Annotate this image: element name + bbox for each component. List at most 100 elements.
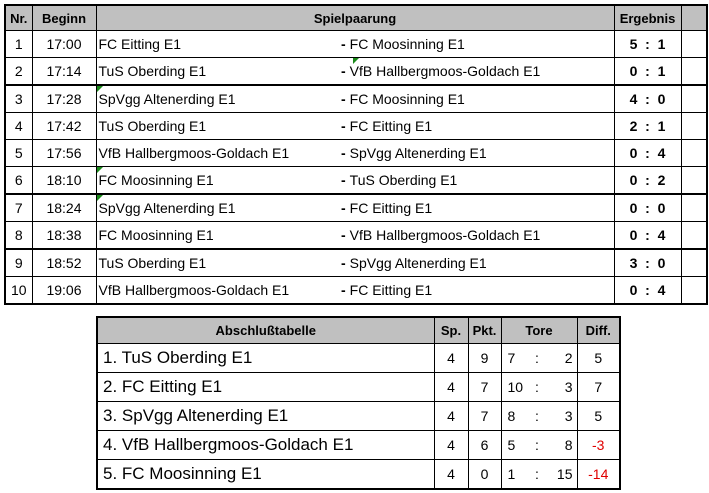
home-team-name: TuS Oberding E1 <box>98 63 207 79</box>
standings-row: 1. TuS Oberding E1 4 9 7:2 5 <box>96 343 621 373</box>
match-time: 19:06 <box>31 276 97 305</box>
standings-table: Abschlußtabelle Sp. Pkt. Tore Diff. 1. T… <box>96 316 621 490</box>
away-team-name: VfB Hallbergmoos-Goldach E1 <box>349 63 541 79</box>
match-schedule-table: Nr. Beginn Spielpaarung Ergebnis 1 17:00 F… <box>4 4 709 305</box>
match-result: 0:4 <box>613 221 682 250</box>
home-team: TuS Oberding E1 <box>95 57 341 86</box>
away-goals: 4 <box>657 282 666 298</box>
away-goals: 1 <box>657 36 666 52</box>
goal-difference: -3 <box>576 430 621 460</box>
home-goals: 0 <box>629 145 638 161</box>
home-team-name: TuS Oberding E1 <box>98 118 207 134</box>
blank-cell <box>680 166 708 195</box>
games-played: 4 <box>433 343 469 373</box>
points: 7 <box>467 372 502 402</box>
match-result: 0:1 <box>613 57 682 86</box>
match-nr: 6 <box>4 166 33 195</box>
away-goals: 4 <box>657 227 666 243</box>
goals-against: 8 <box>545 430 578 460</box>
home-team: FC Eitting E1 <box>95 30 341 58</box>
header-diff: Diff. <box>576 316 621 344</box>
dash: - <box>341 255 346 271</box>
header-row: Abschlußtabelle Sp. Pkt. Tore Diff. <box>96 316 621 344</box>
dash: - <box>341 227 346 243</box>
dash: - <box>341 91 346 107</box>
away-goals: 4 <box>657 145 666 161</box>
goal-difference: 5 <box>576 343 621 373</box>
separator: : <box>645 200 650 216</box>
team-name: 1. TuS Oberding E1 <box>96 343 435 373</box>
goals-separator: : <box>529 459 545 490</box>
dash: - <box>341 36 346 52</box>
away-team-name: SpVgg Altenerding E1 <box>349 255 487 271</box>
header-ergebnis: Ergebnis <box>613 4 682 31</box>
away-team-name: FC Moosinning E1 <box>349 36 465 52</box>
away-team: - TuS Oberding E1 <box>341 166 615 195</box>
home-goals: 4 <box>629 91 638 107</box>
blank-cell <box>680 139 708 167</box>
games-played: 4 <box>433 372 469 402</box>
match-result: 2:1 <box>613 112 682 140</box>
goals-for: 7 <box>500 343 529 373</box>
match-row: 3 17:28 SpVgg Altenerding E1 - FC Moosinning… <box>4 84 708 113</box>
away-team: - FC Moosinning E1 <box>341 84 615 113</box>
home-team-name: FC Eitting E1 <box>98 36 181 52</box>
separator: : <box>645 227 650 243</box>
goals-for: 5 <box>500 430 529 460</box>
separator: : <box>645 91 650 107</box>
home-team: FC Moosinning E1 <box>95 221 341 250</box>
away-team-name: VfB Hallbergmoos-Goldach E1 <box>349 227 541 243</box>
home-goals: 0 <box>629 227 638 243</box>
match-row: 4 17:42 TuS Oberding E1- FC Eitting E1 2:1 <box>4 112 708 140</box>
home-team-name: VfB Hallbergmoos-Goldach E1 <box>98 145 290 161</box>
match-time: 17:14 <box>31 57 97 86</box>
points: 9 <box>467 343 502 373</box>
dash: - <box>341 172 346 188</box>
away-team: - SpVgg Altenerding E1 <box>341 248 615 277</box>
match-nr: 1 <box>4 30 33 58</box>
match-result: 0:4 <box>613 276 682 305</box>
blank-cell <box>680 193 708 222</box>
separator: : <box>645 145 650 161</box>
home-goals: 0 <box>629 172 638 188</box>
goal-difference: 5 <box>576 401 621 431</box>
games-played: 4 <box>433 459 469 490</box>
match-result: 3:0 <box>613 248 682 277</box>
away-team-name: SpVgg Altenerding E1 <box>349 145 487 161</box>
goal-difference: -14 <box>576 459 621 490</box>
blank-cell <box>680 248 708 277</box>
separator: : <box>645 172 650 188</box>
home-team-name: SpVgg Altenerding E1 <box>98 200 236 216</box>
away-goals: 2 <box>657 172 666 188</box>
goals-for: 10 <box>500 372 529 402</box>
home-team-name: SpVgg Altenerding E1 <box>98 91 236 107</box>
match-row: 5 17:56 VfB Hallbergmoos-Goldach E1 - SpVgg … <box>4 139 708 167</box>
match-time: 18:52 <box>31 248 97 277</box>
match-time: 18:10 <box>31 166 97 195</box>
goals-against: 3 <box>545 401 578 431</box>
home-team-name: FC Moosinning E1 <box>98 172 214 188</box>
team-name: 4. VfB Hallbergmoos-Goldach E1 <box>96 430 435 460</box>
away-team-name: TuS Oberding E1 <box>349 172 458 188</box>
header-spielpaarung: Spielpaarung <box>95 4 615 31</box>
team-name: 3. SpVgg Altenerding E1 <box>96 401 435 431</box>
match-nr: 3 <box>4 84 33 113</box>
home-team-name: VfB Hallbergmoos-Goldach E1 <box>98 282 290 298</box>
goals-against: 15 <box>545 459 578 490</box>
home-team-name: FC Moosinning E1 <box>98 227 214 243</box>
dash: - <box>341 145 346 161</box>
home-team: VfB Hallbergmoos-Goldach E1 <box>95 139 341 167</box>
header-pkt: Pkt. <box>467 316 502 344</box>
away-team: - VfB Hallbergmoos-Goldach E1 <box>341 57 615 86</box>
match-row: 1 17:00 FC Eitting E1- FC Moosinning E1 5:1 <box>4 30 708 58</box>
match-result: 0:0 <box>613 193 682 222</box>
home-goals: 2 <box>629 118 638 134</box>
away-team: - VfB Hallbergmoos-Goldach E1 <box>341 221 615 250</box>
header-blank <box>680 4 708 31</box>
blank-cell <box>680 276 708 305</box>
home-team: TuS Oberding E1 <box>95 112 341 140</box>
blank-cell <box>680 57 708 86</box>
points: 6 <box>467 430 502 460</box>
standings-row: 2. FC Eitting E1 4 7 10:3 7 <box>96 372 621 402</box>
goals-separator: : <box>529 430 545 460</box>
